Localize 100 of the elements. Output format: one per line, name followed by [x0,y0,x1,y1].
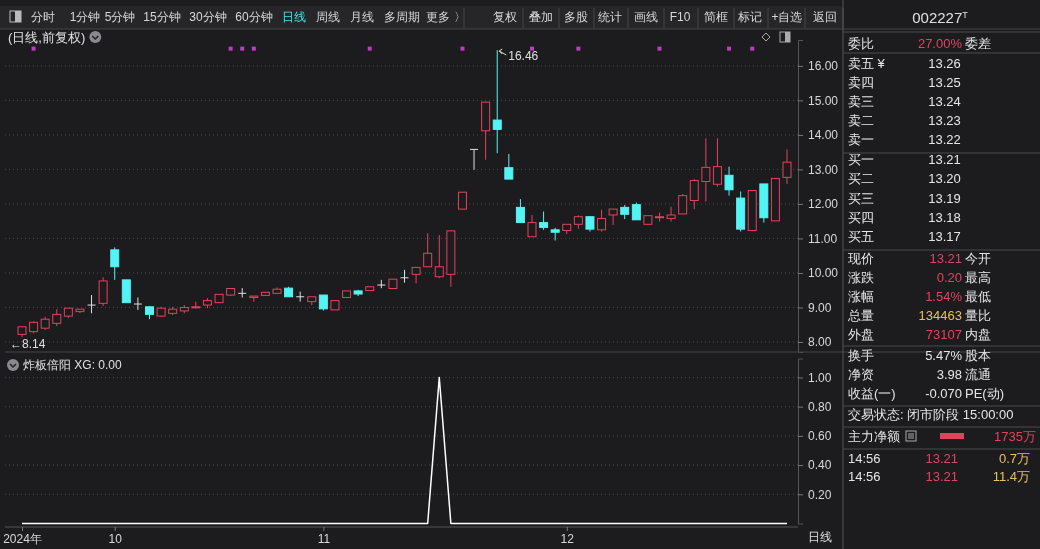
candlestick [434,234,444,279]
text: 标记 [737,10,762,24]
text: 14:56 [848,451,881,466]
text: 交易状态: 闭市阶段 15:00:00 [848,407,1014,422]
text: 1分钟 [69,10,101,24]
y-tick-label: 10.00 [808,266,839,281]
text: 卖五 ¥ 13.26 [848,56,961,71]
y-tick-label: 1.00 [808,370,832,385]
candlestick [724,166,734,197]
text: 总量 [847,308,874,323]
y-tick-label: 16.00 [808,59,839,74]
text: 11.4万 [992,469,1030,484]
y-tick-label: 0.60 [808,429,832,444]
text: 叠加 [529,10,553,24]
text: 内盘 [965,327,991,342]
text: 002227$^{T}$ [912,9,969,26]
text: F10 [669,10,691,24]
text: 复权 [493,10,517,24]
candlestick [98,276,108,307]
chart-title: (日线,前复权) [8,30,86,45]
y-tick-label: 8.00 [808,335,832,350]
text: 周线 [316,10,340,24]
text: 涨跌 [848,270,874,285]
y-tick-label: 0.40 [808,458,832,473]
text: 13.21 [929,251,962,266]
candlestick [411,266,421,284]
text: 主力净额 [848,429,900,444]
text: 15分钟 [143,10,181,24]
y-tick-label: 13.00 [808,162,839,177]
text: 返回 [813,10,837,24]
annotation: 16.46 [508,49,539,64]
text: 13.21 [925,451,958,466]
text: 最低 [965,289,991,304]
y-tick-label: 0.20 [808,487,832,502]
text: 134463 [918,308,962,323]
text: 买三 13.19 [848,191,961,206]
candlestick [701,137,711,203]
text: 统计 [598,10,622,24]
text: 60分钟 [235,10,273,24]
candlestick [121,279,131,304]
text: 卖四 13.25 [848,75,961,90]
candlestick [515,198,525,224]
candlestick [87,294,97,314]
text: 股本 [965,348,991,363]
candlestick [608,208,618,226]
text: 73107 [925,327,962,342]
text: 换手 [848,348,874,363]
text: 流通 [965,367,991,382]
candlestick [539,211,549,231]
y-tick-label: 15.00 [808,93,839,108]
y-tick-label: 14.00 [808,128,839,143]
candlestick [782,148,792,185]
x-tick-label: 12 [560,531,575,546]
text: 5分钟 [104,10,136,24]
candlestick [191,301,201,310]
candlestick [423,232,433,268]
text: 卖二 13.23 [848,113,961,128]
y-tick-label: 0.80 [808,400,832,415]
text: 外盘 [848,327,874,342]
annotation: ←8.14 [10,337,46,352]
candlestick [597,209,607,233]
candlestick [492,49,502,154]
candlestick [712,137,722,188]
text: 多周期 [384,10,420,24]
x-tick-label: 10 [108,531,123,546]
text: 简框 [704,10,728,24]
text: 5.47% [925,348,963,363]
text: 30分钟 [189,10,227,24]
text: 涨幅 [848,289,874,304]
text: 画线 [634,10,658,24]
y-tick-label: 12.00 [808,197,839,212]
candlestick [504,153,514,180]
y-tick-label: 9.00 [808,300,832,315]
text: 买一 13.21 [848,152,961,167]
chart-title: 炸板倍阳 XG: 0.00 [23,358,123,372]
text: 1.54% [925,289,963,304]
text: PE(动) [965,386,1004,401]
text: 今开 [965,251,991,266]
text: 委比 [848,36,874,51]
text: 月线 [350,10,374,24]
text: 买二 13.20 [848,171,961,186]
candlestick [110,246,120,281]
x-tick-label: 11 [317,531,331,546]
text: 日线 [282,10,306,24]
text: 最高 [965,270,991,285]
y-tick-label: 11.00 [808,231,838,246]
text: 日线 [808,530,832,544]
text: 买五 13.17 [848,229,961,244]
text: 分时 [31,10,55,24]
text: 更多 〉 [426,10,466,24]
candlestick [678,193,688,215]
text: 多股 [564,10,588,24]
text: 14:56 [848,469,881,484]
candlestick [133,296,143,311]
text: 3.98 [936,367,962,382]
text: 1735万 [994,429,1036,444]
candlestick [527,214,537,238]
candlestick [689,178,699,210]
text: 13.21 [925,469,958,484]
text: 现价 [848,251,874,266]
